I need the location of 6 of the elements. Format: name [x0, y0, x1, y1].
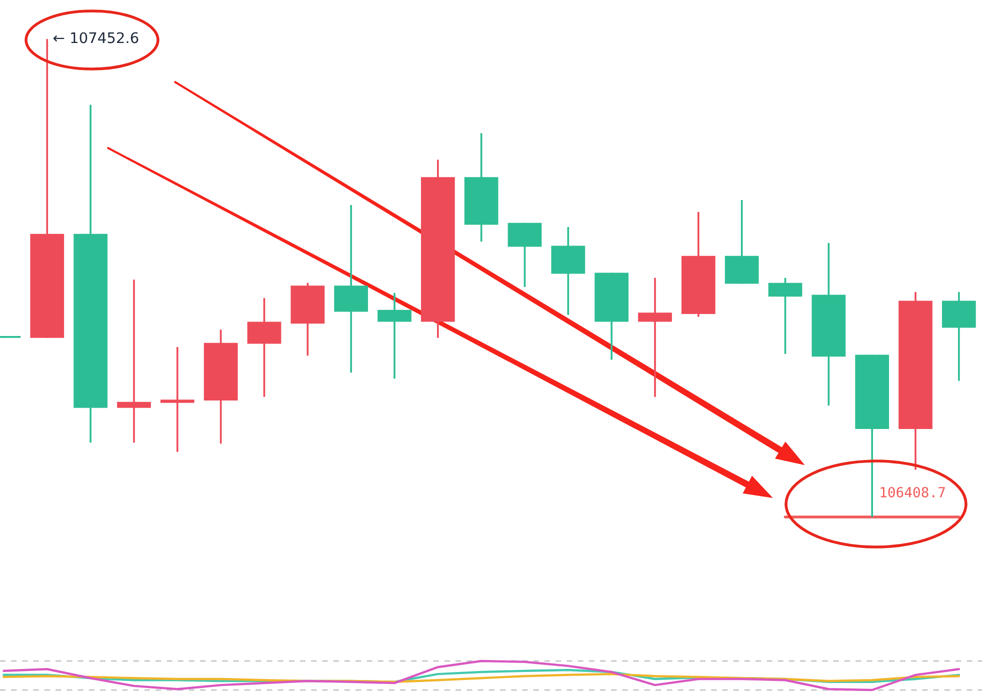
candlestick — [378, 292, 412, 380]
annotation: 106408.7 — [880, 486, 945, 498]
candlestick — [117, 278, 151, 444]
annotation: ← 107452.6 — [53, 32, 138, 44]
candlestick — [638, 276, 672, 398]
candlestick — [160, 346, 194, 453]
